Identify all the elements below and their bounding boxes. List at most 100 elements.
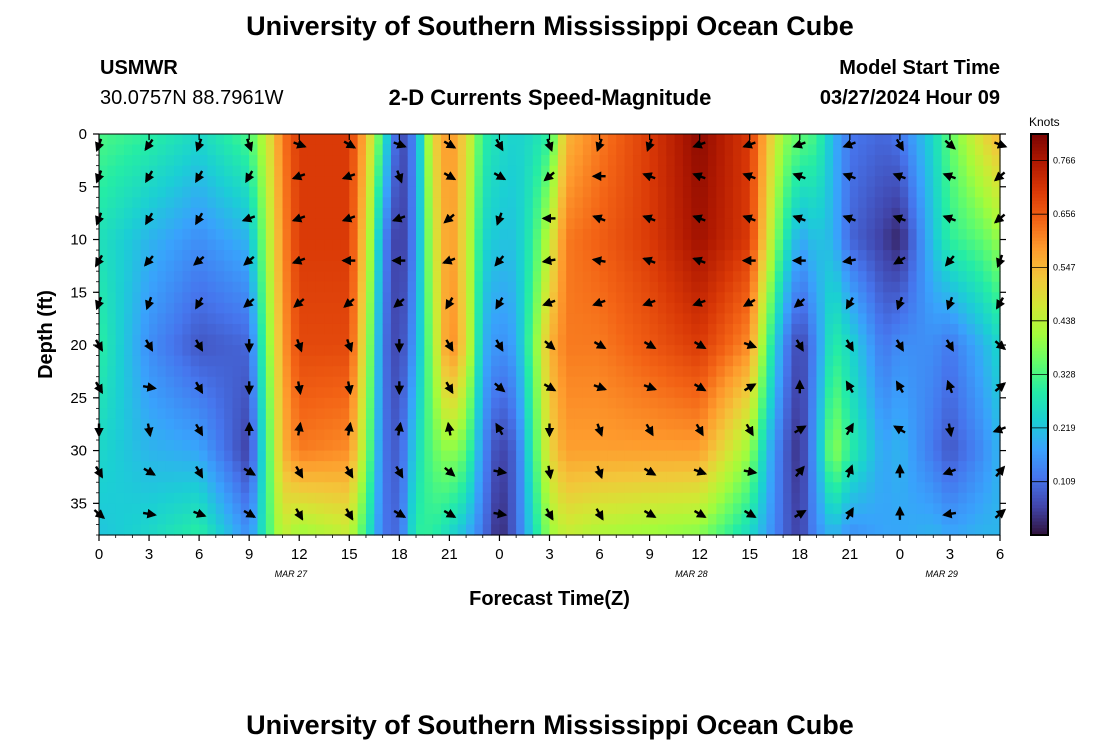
heatmap-cell	[240, 302, 250, 314]
heatmap-cell	[874, 387, 884, 399]
heatmap-cell	[349, 250, 359, 262]
heatmap-cell	[708, 408, 717, 420]
heatmap-cell	[224, 260, 234, 272]
heatmap-cell	[766, 387, 776, 399]
current-vector-arrow	[145, 212, 155, 226]
heatmap-cell	[991, 440, 1001, 452]
heatmap-cell	[407, 334, 417, 346]
heatmap-cell	[324, 271, 334, 283]
current-vector-arrow	[293, 298, 305, 308]
heatmap-cell	[799, 355, 809, 367]
heatmap-cell	[591, 176, 601, 188]
heatmap-cell	[107, 461, 117, 473]
heatmap-cell	[157, 239, 167, 251]
heatmap-cell	[474, 524, 484, 536]
heatmap-cell	[657, 482, 667, 494]
current-vector-arrow	[294, 508, 304, 521]
heatmap-cell	[491, 429, 501, 441]
heatmap-cell	[607, 271, 617, 283]
heatmap-cell	[941, 271, 951, 283]
heatmap-cell	[549, 387, 559, 399]
heatmap-cell	[340, 271, 350, 283]
heatmap-cell	[315, 397, 325, 409]
heatmap-cell	[491, 366, 501, 378]
colorbar-swatch	[1031, 197, 1048, 202]
heatmap-cell	[99, 250, 108, 262]
heatmap-cell	[632, 176, 642, 188]
heatmap-cell	[482, 144, 492, 156]
heatmap-cell	[457, 292, 467, 304]
heatmap-cell	[557, 186, 567, 198]
heatmap-cell	[874, 281, 884, 293]
heatmap-cell	[449, 471, 459, 483]
heatmap-cell	[883, 134, 893, 146]
heatmap-cell	[307, 440, 317, 452]
station-id: USMWR	[100, 57, 178, 79]
heatmap-cell	[616, 271, 626, 283]
heatmap-cell	[849, 197, 859, 209]
heatmap-cell	[824, 250, 834, 262]
heatmap-cell	[466, 440, 476, 452]
current-vector-arrow	[544, 340, 556, 351]
heatmap-cell	[315, 366, 325, 378]
heatmap-cell	[349, 334, 359, 346]
heatmap-cell	[140, 524, 150, 536]
heatmap-cell	[99, 218, 108, 230]
heatmap-cell	[941, 218, 951, 230]
heatmap-cell	[774, 492, 784, 504]
heatmap-cell	[841, 355, 851, 367]
heatmap-cell	[899, 186, 909, 198]
heatmap-cell	[566, 503, 576, 515]
heatmap-cell	[390, 323, 400, 336]
heatmap-cell	[799, 292, 809, 304]
heatmap-cell	[482, 197, 492, 209]
heatmap-cell	[958, 524, 968, 536]
heatmap-cell	[307, 218, 317, 230]
heatmap-cell	[607, 471, 617, 483]
heatmap-cell	[716, 503, 726, 515]
heatmap-cell	[808, 155, 818, 167]
heatmap-cell	[958, 218, 968, 230]
current-vector-arrow	[845, 297, 855, 310]
heatmap-cell	[833, 334, 843, 346]
heatmap-cell	[574, 292, 584, 304]
heatmap-cell	[432, 418, 442, 431]
heatmap-cell	[724, 134, 734, 146]
heatmap-cell	[165, 355, 175, 367]
heatmap-cell	[599, 376, 609, 388]
heatmap-cell	[841, 450, 851, 462]
heatmap-cell	[457, 366, 467, 378]
heatmap-cell	[340, 313, 350, 325]
heatmap-cell	[357, 355, 367, 367]
heatmap-cell	[132, 524, 142, 536]
heatmap-cell	[190, 429, 200, 441]
colorbar-swatch	[1031, 250, 1048, 255]
heatmap-cell	[265, 218, 275, 230]
current-vector-arrow	[243, 255, 255, 266]
heatmap-cell	[516, 387, 526, 399]
heatmap-cell	[908, 418, 918, 431]
current-vector-arrow	[145, 170, 155, 184]
heatmap-cell	[215, 302, 225, 314]
heatmap-cell	[215, 397, 225, 409]
heatmap-cell	[299, 418, 309, 431]
heatmap-cell	[457, 155, 467, 167]
heatmap-cell	[758, 429, 767, 441]
heatmap-cell	[99, 524, 108, 536]
heatmap-cell	[390, 165, 400, 177]
heatmap-cell	[799, 440, 809, 452]
heatmap-cell	[791, 144, 801, 156]
heatmap-cell	[691, 429, 701, 441]
heatmap-cell	[716, 134, 726, 146]
heatmap-cell	[207, 345, 217, 357]
current-vector-arrow	[543, 382, 557, 392]
heatmap-cell	[315, 345, 325, 357]
heatmap-cell	[491, 155, 501, 167]
heatmap-cell	[724, 176, 734, 188]
heatmap-cell	[240, 461, 250, 473]
heatmap-cell	[916, 292, 926, 304]
heatmap-cell	[924, 302, 934, 314]
heatmap-cell	[674, 239, 684, 251]
heatmap-cell	[733, 207, 742, 220]
